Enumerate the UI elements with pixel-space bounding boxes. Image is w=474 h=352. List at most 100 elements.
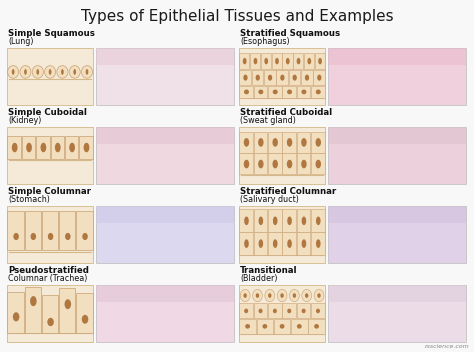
Ellipse shape [258,89,264,94]
Bar [297,232,310,254]
Bar [328,206,466,223]
Ellipse shape [244,309,248,313]
Ellipse shape [277,289,287,302]
Ellipse shape [253,289,263,302]
Ellipse shape [82,66,92,78]
Bar [96,206,234,223]
Ellipse shape [258,216,263,225]
Text: (Lung): (Lung) [8,37,34,46]
Bar [254,303,267,318]
Bar [283,52,292,69]
Ellipse shape [47,318,54,326]
Bar [283,303,296,318]
Ellipse shape [245,324,250,329]
Ellipse shape [254,58,257,64]
Ellipse shape [273,160,278,168]
Bar [59,288,75,333]
Ellipse shape [49,69,52,75]
Bar [239,319,256,333]
Ellipse shape [297,324,302,329]
Bar [7,127,93,184]
Ellipse shape [26,143,32,152]
Ellipse shape [287,239,292,248]
Ellipse shape [82,233,88,240]
Ellipse shape [280,324,284,329]
Bar [239,86,253,98]
Ellipse shape [318,58,322,64]
Bar [22,136,35,159]
Bar [25,210,41,251]
Ellipse shape [64,299,71,309]
Ellipse shape [243,75,247,81]
Bar [51,136,64,159]
Ellipse shape [255,75,260,81]
Bar [254,232,267,254]
Ellipse shape [256,293,259,298]
Ellipse shape [258,160,264,168]
Ellipse shape [297,58,301,64]
Ellipse shape [82,315,88,324]
Ellipse shape [290,289,299,302]
Ellipse shape [73,69,76,75]
Ellipse shape [57,66,68,78]
Bar [283,232,296,254]
Bar [76,210,92,251]
Ellipse shape [268,293,272,298]
Ellipse shape [317,75,321,81]
Ellipse shape [302,289,311,302]
Ellipse shape [305,293,309,298]
Ellipse shape [240,289,250,302]
Ellipse shape [316,239,320,248]
Ellipse shape [32,66,43,78]
Ellipse shape [268,75,272,81]
Bar [239,52,249,69]
Bar [65,136,78,159]
Bar [239,70,251,85]
Ellipse shape [24,69,27,75]
Bar [297,303,310,318]
Text: (Kidney): (Kidney) [8,116,41,125]
Bar [239,285,325,342]
Ellipse shape [273,239,277,248]
Bar [311,86,325,98]
Bar [254,209,267,232]
Ellipse shape [301,309,306,313]
Ellipse shape [286,58,290,64]
Text: Stratified Columnar: Stratified Columnar [240,187,336,196]
Bar [328,48,466,105]
Text: Types of Epithelial Tissues and Examples: Types of Epithelial Tissues and Examples [81,8,393,24]
Ellipse shape [13,312,19,321]
Bar [268,86,282,98]
Ellipse shape [301,239,306,248]
Ellipse shape [273,89,278,94]
Ellipse shape [273,138,278,147]
Ellipse shape [258,309,263,313]
Ellipse shape [301,89,306,94]
Text: Columnar (Trachea): Columnar (Trachea) [8,274,87,283]
Ellipse shape [314,289,324,302]
Bar [7,206,93,263]
Ellipse shape [20,66,31,78]
Text: (Bladder): (Bladder) [240,274,277,283]
Ellipse shape [301,138,307,147]
Text: Simple Squamous: Simple Squamous [8,29,95,38]
Ellipse shape [243,58,246,64]
Ellipse shape [8,66,18,78]
Bar [328,48,466,65]
Bar [313,70,325,85]
Bar [42,295,58,333]
Bar [79,136,92,159]
Bar [8,136,21,159]
Bar [297,86,310,98]
Bar [96,48,234,65]
Ellipse shape [13,233,19,240]
Bar [239,48,325,105]
Ellipse shape [69,143,75,152]
Bar [297,132,310,153]
Bar [239,127,325,184]
Bar [297,153,310,174]
Bar [297,209,310,232]
Bar [293,52,303,69]
Ellipse shape [287,89,292,94]
Bar [264,70,275,85]
